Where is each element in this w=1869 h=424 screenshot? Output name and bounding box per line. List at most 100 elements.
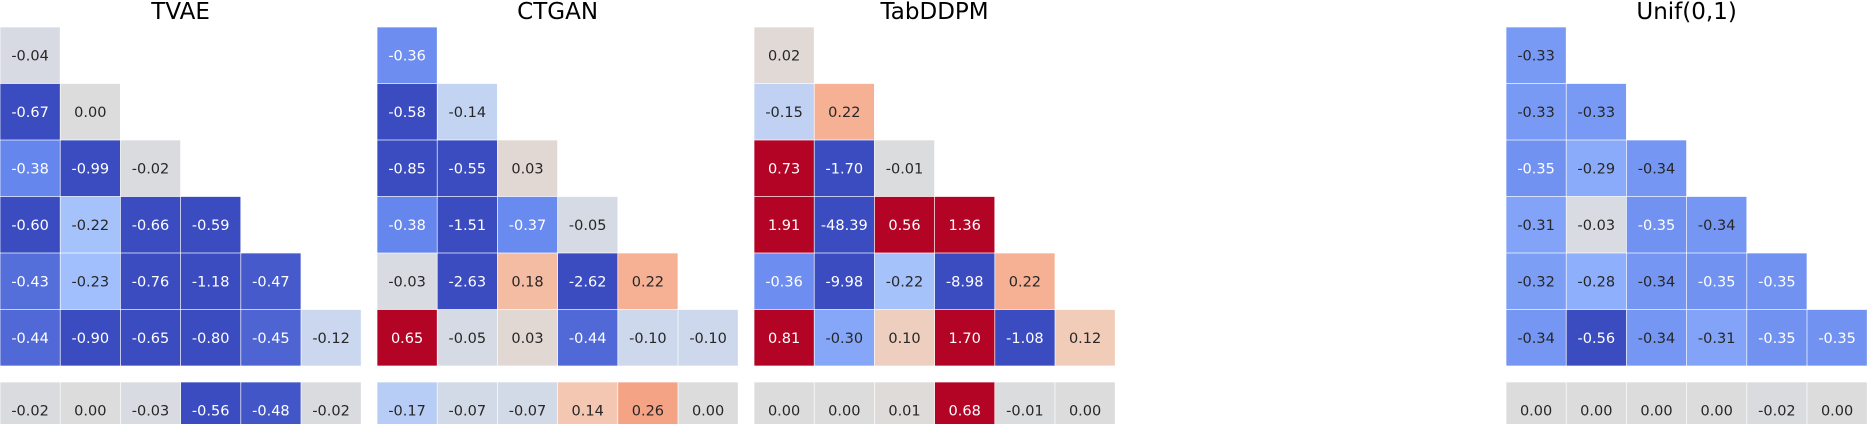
heatmap-cell	[437, 140, 498, 197]
heatmap-cell	[1055, 309, 1115, 366]
bottom-row-cell	[618, 382, 678, 424]
cell-label: 0.00	[74, 105, 106, 121]
cell-label: -0.31	[1698, 331, 1736, 347]
bottom-row-cell	[241, 382, 301, 424]
cell-label: -0.65	[132, 331, 170, 347]
heatmap-cell	[814, 253, 875, 310]
cell-label: 0.18	[511, 274, 543, 290]
bottom-row-cell	[497, 382, 558, 424]
heatmap-cell	[1626, 196, 1687, 253]
heatmap-cell	[1626, 140, 1687, 197]
cell-label: -0.33	[1517, 48, 1555, 64]
heatmap-cell	[995, 253, 1055, 310]
bottom-row-cell	[180, 382, 241, 424]
panel-title: TVAE	[150, 0, 210, 25]
cell-label: -0.02	[11, 403, 49, 419]
cell-label: -0.38	[388, 218, 426, 234]
heatmap-cell	[497, 196, 558, 253]
cell-label: 0.03	[511, 161, 543, 177]
cell-label: 0.65	[391, 331, 423, 347]
cell-label: 1.36	[949, 218, 981, 234]
cell-label: -0.67	[11, 105, 49, 121]
cell-label: 0.10	[888, 331, 920, 347]
bottom-row-cell	[557, 382, 618, 424]
heatmap-cell	[1566, 83, 1627, 140]
heatmap-cell	[437, 309, 498, 366]
heatmap-cell	[437, 253, 498, 310]
heatmap-cell	[0, 309, 60, 366]
heatmap-cell	[497, 309, 558, 366]
cell-label: -0.17	[388, 403, 426, 419]
heatmap-cell	[1506, 196, 1566, 253]
cell-label: -0.10	[689, 331, 727, 347]
cell-label: -48.39	[821, 218, 868, 234]
bottom-row-cell	[301, 382, 361, 424]
cell-label: 0.00	[1640, 403, 1672, 419]
cell-label: -0.01	[1006, 403, 1044, 419]
heatmap-cell	[60, 83, 121, 140]
heatmap-cell	[180, 309, 241, 366]
cell-label: -0.01	[886, 161, 924, 177]
heatmap-cell	[180, 196, 241, 253]
heatmap-cell	[814, 83, 875, 140]
cell-label: -0.30	[826, 331, 864, 347]
heatmap-cell	[60, 140, 121, 197]
heatmap-cell	[1686, 196, 1747, 253]
cell-label: -0.31	[1517, 218, 1555, 234]
cell-label: 0.02	[768, 48, 800, 64]
cell-label: -0.10	[629, 331, 667, 347]
heatmap-cell	[241, 309, 301, 366]
heatmap-cell	[377, 27, 437, 84]
heatmap-cell	[934, 253, 995, 310]
panel-ctgan: CTGAN -0.36 -0.58 -0.14 -0.85 -0.55 0.03 -0.38…	[377, 0, 738, 424]
cell-label: -0.90	[72, 331, 110, 347]
cell-label: 0.22	[632, 274, 664, 290]
heatmap-cell	[1506, 253, 1566, 310]
heatmap-cell	[1626, 309, 1687, 366]
cell-label: -0.34	[1638, 274, 1676, 290]
heatmap-cell	[437, 196, 498, 253]
cell-label: -0.22	[886, 274, 924, 290]
cell-label: -0.55	[449, 161, 487, 177]
cell-label: -0.34	[1638, 331, 1676, 347]
cell-label: -0.33	[1517, 105, 1555, 121]
bottom-row-cell	[437, 382, 498, 424]
cell-label: 0.56	[888, 218, 920, 234]
bottom-row-cell	[1566, 382, 1627, 424]
cell-label: 0.00	[74, 403, 106, 419]
bottom-row-cell	[120, 382, 181, 424]
heatmap-cell	[874, 253, 935, 310]
cell-label: -0.03	[132, 403, 170, 419]
heatmap-cell	[995, 309, 1055, 366]
heatmap-cell	[754, 253, 814, 310]
heatmap-cell	[557, 196, 618, 253]
heatmap-cell	[377, 196, 437, 253]
cell-label: -0.99	[72, 161, 110, 177]
bottom-row-cell	[1626, 382, 1687, 424]
heatmap-cell	[120, 309, 181, 366]
heatmap-cell	[1747, 309, 1807, 366]
heatmap-cell	[678, 309, 738, 366]
cell-label: 0.00	[1580, 403, 1612, 419]
heatmap-cell	[1506, 27, 1566, 84]
heatmap-cell	[241, 253, 301, 310]
heatmap-cell	[1566, 140, 1627, 197]
bottom-row-cell	[377, 382, 437, 424]
cell-label: -8.98	[946, 274, 984, 290]
cell-label: -0.44	[569, 331, 607, 347]
bottom-row-cell	[1055, 382, 1115, 424]
cell-label: -0.14	[449, 105, 487, 121]
panel-tvae: TVAE -0.04 -0.67 0.00 -0.38 -0.99 -0.02 -0.60 -…	[0, 0, 361, 424]
cell-label: -0.80	[192, 331, 230, 347]
heatmap-cell	[814, 140, 875, 197]
cell-label: -0.02	[312, 403, 350, 419]
heatmap-cell	[754, 27, 814, 84]
cell-label: -0.36	[388, 48, 426, 64]
heatmap-cell	[1747, 253, 1807, 310]
heatmap-cell	[497, 253, 558, 310]
bottom-row-cell	[814, 382, 875, 424]
heatmap-cell	[1566, 309, 1627, 366]
cell-label: -2.62	[569, 274, 607, 290]
cell-label: -0.43	[11, 274, 49, 290]
